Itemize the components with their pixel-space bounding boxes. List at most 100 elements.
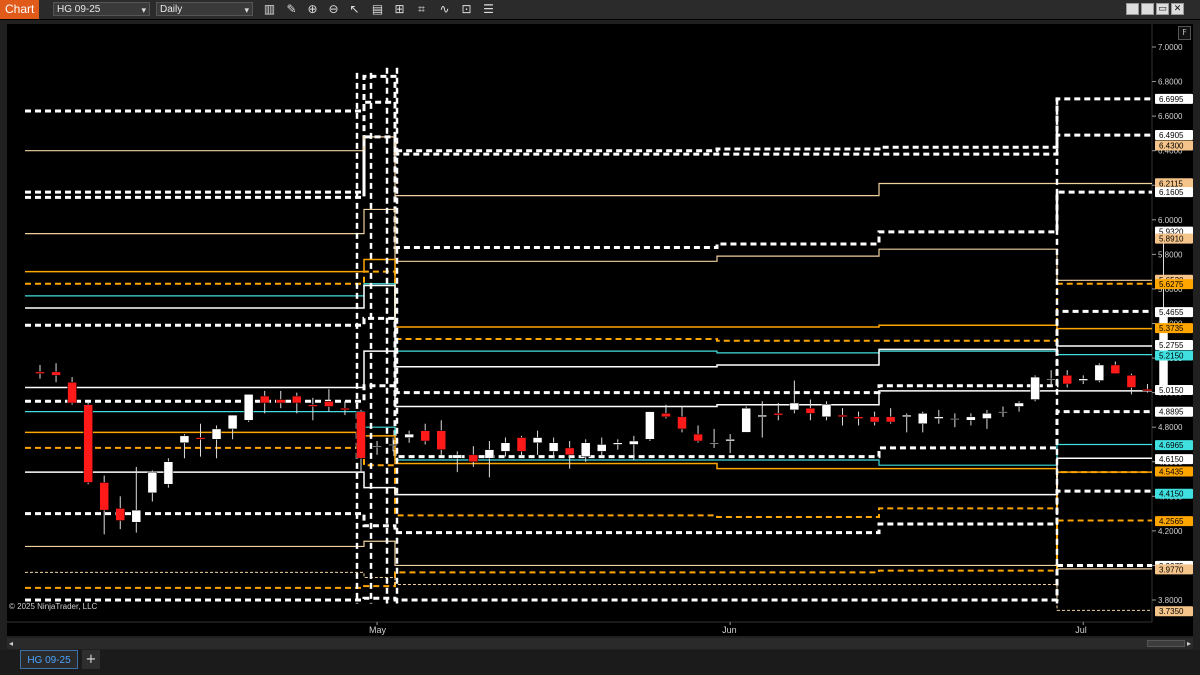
scroll-left-icon[interactable]: ◂ (8, 639, 13, 648)
candle-body (918, 413, 928, 424)
price-marker-label: 4.8895 (1159, 408, 1184, 417)
price-marker-badge (1155, 140, 1193, 151)
restore-icon[interactable] (1141, 3, 1154, 15)
price-marker-badge (1155, 340, 1193, 351)
pointer-icon[interactable]: ↖ (349, 2, 360, 16)
candle-body (356, 411, 366, 459)
pivot-level-line (25, 136, 1152, 197)
horizontal-scrollbar[interactable]: ◂ ▸ (7, 638, 1193, 649)
candle-body (1030, 376, 1040, 400)
candle-body (629, 440, 639, 445)
price-marker-label: 5.4655 (1159, 308, 1184, 317)
data-box-icon[interactable]: ▤ (371, 2, 384, 16)
price-marker-badge (1155, 488, 1193, 499)
price-marker-label: 6.4300 (1159, 142, 1184, 151)
tab-hg-09-25[interactable]: HG 09-25 (20, 650, 78, 669)
indicators-icon[interactable]: ∿ (439, 2, 450, 16)
price-marker-badge (1155, 93, 1193, 104)
price-marker-label: 4.2565 (1159, 517, 1184, 526)
candle-body (1078, 378, 1088, 381)
tab-bar: HG 09-25 + (0, 650, 1200, 675)
maximize-icon[interactable]: ▭ (1156, 3, 1169, 15)
price-marker-badge (1155, 307, 1193, 318)
price-marker-badge (1155, 130, 1193, 141)
scroll-thumb[interactable] (1147, 640, 1185, 647)
candle-body (131, 509, 142, 523)
price-marker-label: 6.6995 (1159, 95, 1184, 104)
price-marker-badge (1155, 466, 1193, 477)
chart-toolbar: Chart HG 09-25 ▾ Daily ▾ ▥ ✎ ⊕ ⊖ ↖ ▤ ⊞ ⌗… (0, 0, 1200, 20)
interval-value: Daily (160, 4, 183, 15)
pivot-level-line (25, 309, 1152, 395)
candle-body (837, 414, 848, 418)
price-marker-badge (1155, 606, 1193, 617)
price-marker-label: 5.8910 (1159, 235, 1184, 244)
bar-type-icon[interactable]: ▥ (263, 2, 276, 16)
candle-body (1062, 375, 1072, 385)
price-chart[interactable]: 7.00006.80006.60006.40006.20006.00005.80… (7, 24, 1193, 636)
instrument-value: HG 09-25 (57, 4, 101, 15)
zoom-in-icon[interactable]: ⊕ (307, 2, 318, 16)
candle-body (195, 437, 206, 440)
candle-body (950, 418, 960, 420)
pivot-level-line (25, 350, 1152, 408)
pivot-level-line (25, 258, 1152, 330)
price-marker-badge (1155, 385, 1193, 396)
price-marker-badge (1155, 406, 1193, 417)
pivot-level-line (25, 284, 1152, 368)
properties-icon[interactable]: ⊡ (461, 2, 472, 16)
price-marker-label: 5.2150 (1159, 351, 1184, 360)
candle-body (597, 444, 607, 452)
pivot-level-line (25, 563, 1152, 602)
pivot-level-line (25, 446, 1152, 519)
candle-body (869, 416, 880, 423)
price-marker-label: 5.0150 (1159, 386, 1184, 395)
candle-body (966, 416, 976, 421)
panel-marker[interactable]: F (1178, 26, 1191, 40)
candle-body (677, 416, 687, 430)
drawing-tool-icon[interactable]: ✎ (286, 2, 297, 16)
list-icon[interactable]: ☰ (483, 2, 494, 16)
copyright-notice: © 2025 NinjaTrader, LLC (9, 602, 98, 611)
y-tick-label: 4.8000 (1158, 423, 1183, 432)
y-tick-label: 6.6000 (1158, 112, 1183, 121)
templates-icon[interactable]: ⊞ (394, 2, 405, 16)
instrument-select[interactable]: HG 09-25 ▾ (53, 2, 150, 16)
candle-body (500, 442, 511, 452)
pivot-level-line (25, 208, 1152, 281)
chart-panel[interactable]: 7.00006.80006.60006.40006.20006.00005.80… (7, 24, 1193, 636)
candle-body (773, 413, 784, 416)
y-tick-label: 6.0000 (1158, 216, 1183, 225)
chevron-down-icon: ▾ (141, 5, 146, 15)
strategies-icon[interactable]: ⌗ (418, 2, 425, 16)
price-marker-badge (1155, 187, 1193, 198)
candle-body (613, 442, 623, 445)
price-marker-label: 5.3735 (1159, 324, 1184, 333)
candle-body (789, 402, 800, 411)
candle-body (484, 449, 495, 459)
price-marker-label: 3.7350 (1159, 607, 1184, 616)
close-icon[interactable]: ✕ (1171, 3, 1184, 15)
candle-body (404, 433, 414, 438)
y-tick-label: 6.4000 (1158, 147, 1183, 156)
y-tick-label: 6.8000 (1158, 78, 1183, 87)
zoom-out-icon[interactable]: ⊖ (328, 2, 339, 16)
price-marker-label: 5.9320 (1159, 228, 1184, 237)
interval-select[interactable]: Daily ▾ (156, 2, 253, 16)
price-marker-badge (1155, 323, 1193, 334)
candle-body (308, 404, 318, 407)
scroll-right-icon[interactable]: ▸ (1186, 639, 1191, 648)
candle-body (532, 437, 543, 443)
price-marker-badge (1155, 233, 1193, 244)
price-marker-label: 4.4150 (1159, 490, 1184, 499)
add-tab-button[interactable]: + (82, 650, 100, 669)
candle-body (1142, 388, 1153, 392)
price-marker-label: 5.2755 (1159, 341, 1184, 350)
window-title: Chart (0, 0, 39, 19)
minimize-icon[interactable] (1126, 3, 1139, 15)
candle-body (1014, 402, 1024, 407)
candle-body (99, 482, 109, 511)
pivot-level-line (25, 411, 1152, 466)
price-marker-badge (1155, 178, 1193, 189)
